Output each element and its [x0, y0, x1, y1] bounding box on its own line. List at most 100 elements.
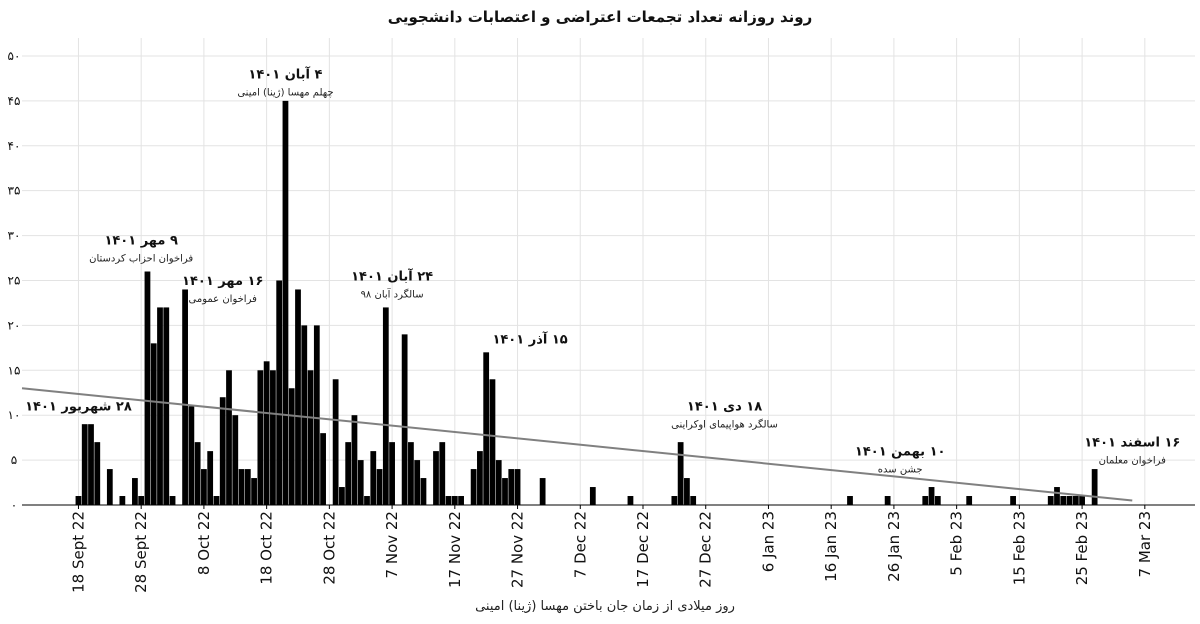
bar: [439, 442, 446, 505]
bar: [75, 496, 82, 505]
bar: [922, 496, 929, 505]
bar: [219, 397, 226, 505]
x-tick-label: 7 Dec 22: [571, 511, 589, 578]
event-annotation: ۲۴ آبان ۱۴۰۱ سالگرد آبان ۹۸: [351, 267, 433, 300]
bar: [470, 469, 477, 505]
bar: [1060, 496, 1067, 505]
annotation-date: ۲۸ شهریور ۱۴۰۱: [25, 400, 132, 415]
bar: [389, 442, 395, 505]
bar: [677, 442, 684, 505]
bar: [414, 460, 421, 505]
bar: [451, 496, 458, 505]
bar: [1079, 496, 1085, 505]
x-tick-label: 28 Oct 22: [320, 511, 338, 585]
bar: [226, 370, 232, 505]
bar: [213, 496, 220, 505]
annotations: ۴ آبان ۱۴۰۱ چهلم مهسا (ژینا) امینی ۹ مهر ۱…: [25, 65, 1180, 475]
x-tick-label: 27 Nov 22: [509, 511, 527, 588]
bar: [88, 424, 94, 505]
bar: [257, 370, 264, 505]
bar: [119, 496, 126, 505]
bar: [232, 415, 239, 505]
bar: [81, 424, 88, 505]
bar: [847, 496, 853, 505]
x-tick-label: 17 Nov 22: [446, 511, 464, 588]
x-tick-label: 27 Dec 22: [697, 511, 715, 588]
bar: [138, 496, 145, 505]
y-tick-label: ۳۰: [8, 229, 21, 243]
annotation-event: چهلم مهسا (ژینا) امینی: [237, 87, 333, 98]
y-tick-label: ۱۰: [8, 408, 21, 422]
bar: [351, 415, 358, 505]
event-annotation: ۱۶ مهر ۱۴۰۱ فراخوان عمومی: [182, 274, 263, 305]
bar: [1010, 496, 1016, 505]
x-tick-label: 7 Mar 23: [1136, 511, 1154, 577]
annotation-event: فراخوان عمومی: [189, 294, 258, 305]
x-tick-label: 25 Feb 23: [1073, 511, 1091, 585]
bar: [1054, 487, 1060, 505]
bar: [966, 496, 973, 505]
event-annotation: ۱۸ دی ۱۴۰۱ سالگرد هواپیمای اوکراینی: [671, 400, 778, 431]
y-tick-label: ۳۵: [8, 184, 21, 198]
bar: [627, 496, 634, 505]
annotation-date: ۲۴ آبان ۱۴۰۱: [351, 267, 433, 284]
bar: [539, 478, 546, 505]
bar: [244, 469, 251, 505]
y-tick-label: ۴۰: [8, 139, 21, 153]
bar: [276, 280, 283, 505]
event-annotation: ۱۵ آذر ۱۴۰۱: [492, 330, 567, 347]
bar: [382, 307, 389, 505]
bar: [401, 334, 408, 505]
x-tick-label: 18 Sept 22: [69, 511, 87, 593]
bar: [1091, 469, 1098, 505]
bar: [477, 451, 483, 505]
bar: [301, 325, 308, 505]
bar: [157, 307, 163, 505]
y-tick-label: ۵: [11, 453, 17, 467]
bar: [489, 379, 496, 505]
x-tick-label: 7 Nov 22: [383, 511, 401, 578]
bar: [370, 451, 377, 505]
bar: [251, 478, 257, 505]
bar: [313, 325, 320, 505]
bar: [94, 442, 101, 505]
bar: [420, 478, 427, 505]
annotation-date: ۹ مهر ۱۴۰۱: [104, 234, 178, 249]
y-tick-label: ۲۰: [8, 318, 21, 332]
bar: [934, 496, 941, 505]
bar: [307, 370, 314, 505]
annotation-event: فراخوان احزاب کردستان: [89, 254, 193, 265]
bar: [483, 352, 490, 505]
annotation-date: ۱۶ اسفند ۱۴۰۱: [1084, 436, 1180, 451]
y-tick-labels: ۰ ۵ ۱۰ ۱۵ ۲۰ ۲۵ ۳۰ ۳۵ ۴۰ ۴۵ ۵۰: [8, 49, 21, 512]
bar: [1066, 496, 1073, 505]
x-tick-label: 8 Oct 22: [195, 511, 213, 575]
annotation-date: ۱۸ دی ۱۴۰۱: [687, 400, 762, 415]
annotation-event: جشن سده: [878, 465, 923, 476]
bar: [364, 496, 370, 505]
x-tick-label: 28 Sept 22: [132, 511, 150, 593]
event-annotation: ۹ مهر ۱۴۰۱ فراخوان احزاب کردستان: [89, 234, 193, 265]
annotation-date: ۱۵ آذر ۱۴۰۱: [492, 330, 567, 347]
y-tick-label: ۵۰: [8, 49, 21, 63]
chart-title: روند روزانه تعداد تجمعات اعتراضی و اعتصا…: [388, 8, 813, 26]
bar: [445, 496, 452, 505]
annotation-date: ۴ آبان ۱۴۰۱: [248, 65, 322, 82]
bar: [376, 469, 383, 505]
bar: [106, 469, 113, 505]
bar: [201, 469, 207, 505]
x-tick-label: 26 Jan 23: [885, 511, 903, 582]
annotation-event: فراخوان معلمان: [1099, 456, 1167, 467]
x-axis-label: روز میلادی از زمان جان باختن مهسا (ژینا)…: [475, 599, 735, 614]
annotation-date: ۱۶ مهر ۱۴۰۱: [182, 274, 263, 289]
bar: [928, 487, 935, 505]
event-annotation: ۱۶ اسفند ۱۴۰۱ فراخوان معلمان: [1084, 436, 1180, 467]
bar: [684, 478, 690, 505]
bar: [163, 307, 170, 505]
bar: [508, 469, 515, 505]
x-tick-label: 6 Jan 23: [759, 511, 777, 572]
bar: [589, 487, 596, 505]
y-tick-label: ۰: [11, 498, 17, 512]
x-tick-label: 15 Feb 23: [1010, 511, 1028, 585]
bar: [502, 478, 508, 505]
